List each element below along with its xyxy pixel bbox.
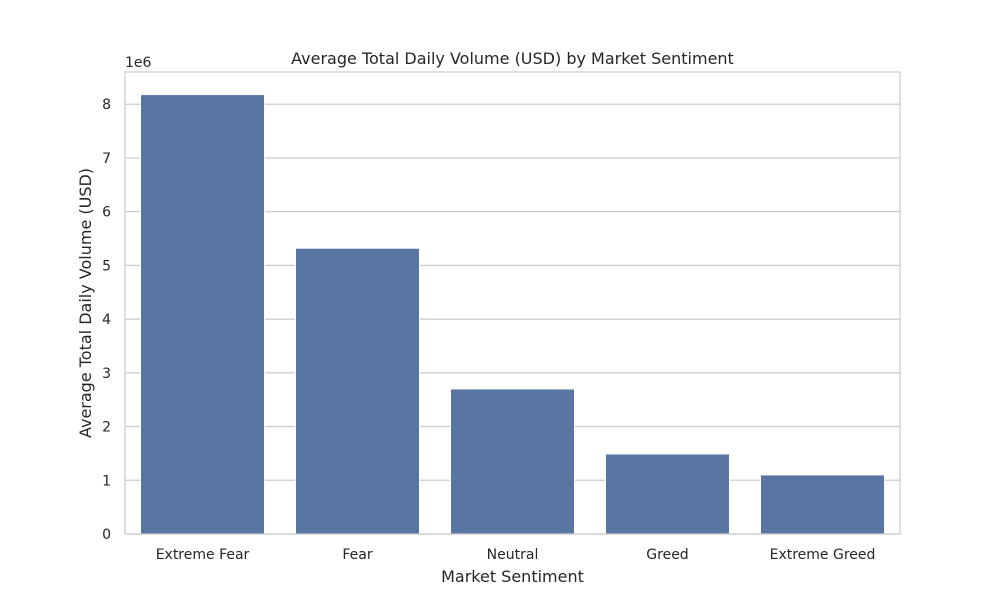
- x-tick-label: Extreme Fear: [156, 547, 250, 563]
- y-tick-label: 4: [102, 312, 111, 328]
- x-axis-label: Market Sentiment: [441, 567, 584, 586]
- y-tick-label: 7: [102, 151, 111, 167]
- x-tick-label: Fear: [342, 547, 372, 563]
- y-tick-label: 0: [102, 527, 111, 543]
- bar-extreme-greed: [760, 474, 885, 535]
- y-tick-labels: 0 1 2 3 4 5 6 7 8: [102, 97, 111, 543]
- x-tick-labels: Extreme Fear Fear Neutral Greed Extreme Gree…: [156, 547, 876, 563]
- y-tick-label: 8: [102, 97, 111, 113]
- chart-title: Average Total Daily Volume (USD) by Mark…: [291, 49, 734, 68]
- bar-neutral: [450, 388, 575, 535]
- bars: [140, 94, 885, 535]
- y-tick-label: 2: [102, 420, 111, 436]
- y-tick-label: 3: [102, 366, 111, 382]
- x-tick-label: Extreme Greed: [770, 547, 876, 563]
- y-tick-label: 6: [102, 205, 111, 221]
- x-tick-label: Neutral: [487, 547, 539, 563]
- y-tick-label: 1: [102, 473, 111, 489]
- y-tick-label: 5: [102, 258, 111, 274]
- x-tick-label: Greed: [646, 547, 688, 563]
- bar-greed: [605, 453, 730, 535]
- y-offset-label: 1e6: [125, 55, 152, 71]
- plot-frame: [124, 71, 901, 535]
- bar-fear: [295, 247, 420, 535]
- bar-extreme-fear: [140, 94, 265, 535]
- y-axis-label: Average Total Daily Volume (USD): [76, 168, 95, 438]
